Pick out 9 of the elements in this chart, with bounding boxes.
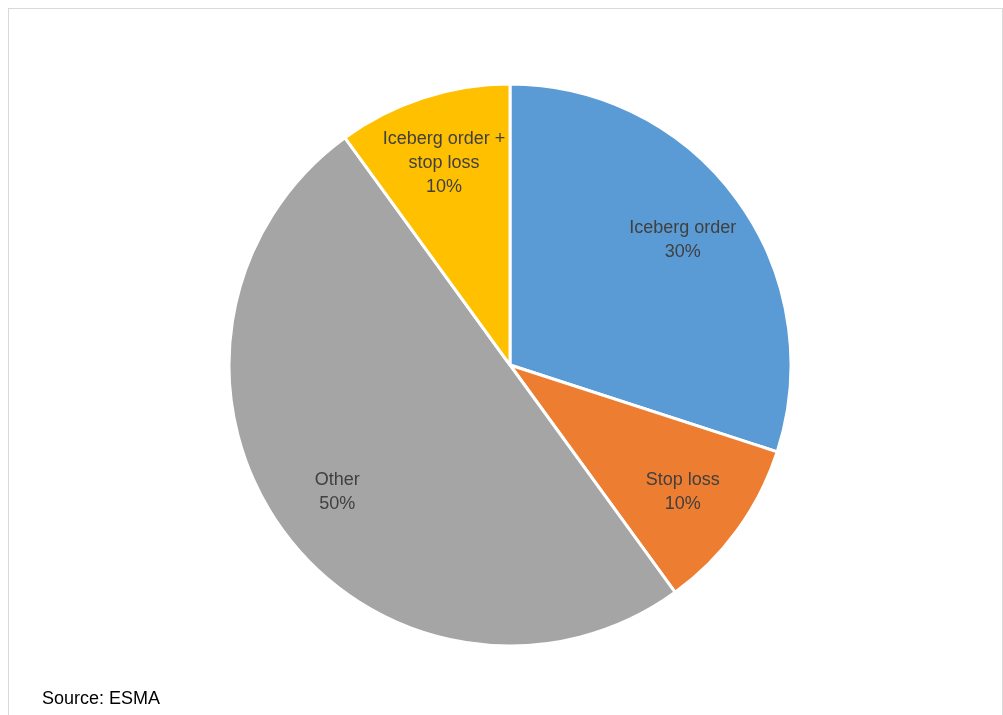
slice-label: Stop loss (645, 468, 720, 489)
data-label: 30% (664, 241, 701, 262)
slice-label: Other (314, 468, 360, 489)
data-label: 10% (425, 175, 463, 196)
source-note: Source: ESMA (42, 688, 161, 708)
data-label: 50% (319, 492, 356, 513)
slice-label: Iceberg order (629, 217, 737, 238)
data-label: 10% (664, 492, 701, 513)
slice-label: Iceberg order + stop loss (382, 127, 506, 172)
